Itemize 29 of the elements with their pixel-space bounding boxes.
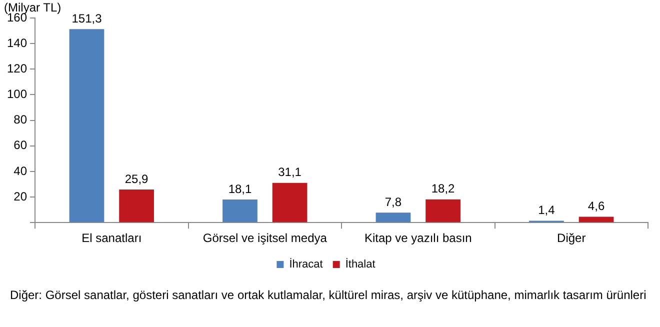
bar [376, 212, 411, 222]
bar [578, 216, 614, 222]
y-tick-label: 120 [6, 61, 28, 76]
bar [426, 199, 460, 222]
y-tick-label: 60 [14, 138, 28, 152]
bar [272, 182, 308, 222]
y-tick-label: 140 [6, 36, 28, 50]
data-label: 31,1 [278, 165, 302, 180]
x-tick-label: Diğer [557, 231, 586, 246]
data-label: 1,4 [538, 203, 556, 218]
data-label: 4,6 [588, 199, 605, 214]
data-label: 7,8 [384, 194, 402, 209]
bar [222, 199, 258, 222]
data-label: 18,1 [228, 182, 252, 196]
legend-label: İhracat [289, 258, 323, 271]
x-tick-label: El sanatları [82, 231, 142, 246]
y-tick-label: 20 [14, 189, 28, 204]
bar [69, 29, 104, 222]
data-label: 25,9 [124, 172, 149, 186]
text: Diğer: Görsel sanatlar, gösteri sanatları ve ortak kutlamalar, kültürel miras, arşiv ve kütüphane, mimarlık tasarım ürünleri [10, 288, 648, 302]
y-tick-label: 80 [14, 112, 28, 127]
data-label: 18,2 [431, 182, 456, 196]
legend-label: İthalat [345, 258, 376, 271]
x-tick-label: Kitap ve yazılı basın [364, 231, 472, 246]
data-label: 151,3 [72, 11, 102, 26]
bar [119, 189, 154, 222]
x-tick-label: Görsel ve işitsel medya [202, 231, 328, 246]
y-tick-label: 100 [6, 87, 28, 102]
y-tick-label: 40 [14, 164, 28, 178]
